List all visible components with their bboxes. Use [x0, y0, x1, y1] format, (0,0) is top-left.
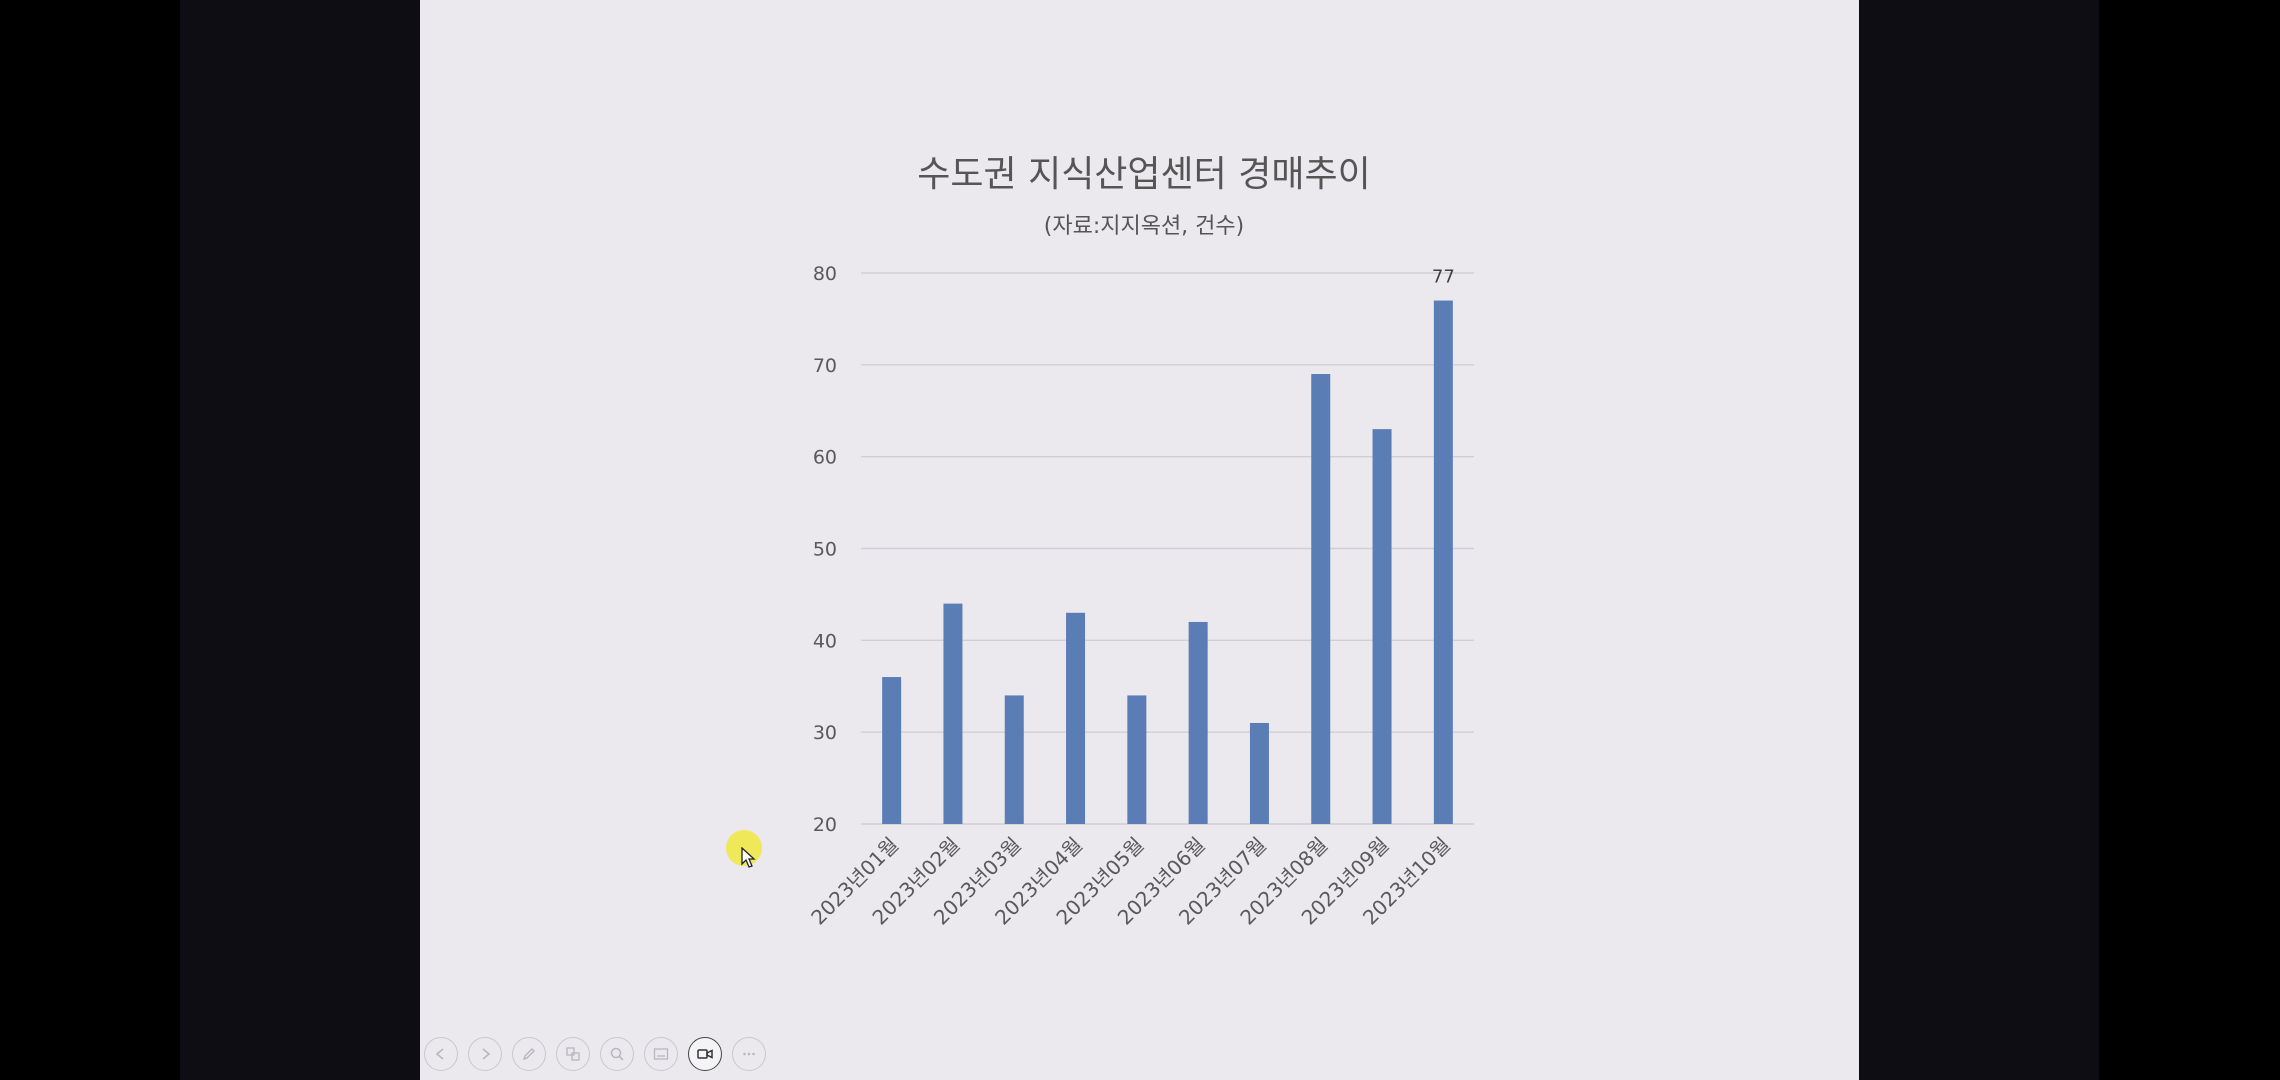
background-left — [180, 0, 420, 1080]
y-tick-label: 30 — [813, 722, 837, 744]
zoom-button[interactable] — [600, 1037, 634, 1071]
bar-3 — [1004, 695, 1024, 824]
bar-7 — [1249, 722, 1269, 824]
chart-subtitle: (자료:지지옥션, 건수) — [1044, 214, 1245, 239]
x-axis: 2023년01월2023년02월2023년03월2023년04월2023년05월… — [806, 833, 1455, 930]
mouse-cursor-icon — [741, 847, 756, 868]
bar-8 — [1311, 374, 1331, 824]
y-axis: 20 30 40 50 60 70 80 — [813, 263, 837, 836]
letterbox-left — [0, 0, 180, 1080]
data-labels: 77 — [1432, 267, 1455, 288]
next-slide-button[interactable] — [468, 1037, 502, 1071]
bar-10 — [1433, 300, 1453, 824]
letterbox-right — [2099, 0, 2280, 1080]
bar-2 — [943, 603, 963, 824]
slides-overview-button[interactable] — [556, 1037, 590, 1071]
bar-4 — [1066, 612, 1086, 824]
bar-9 — [1372, 429, 1392, 824]
bars — [882, 300, 1453, 824]
subtitles-icon — [653, 1048, 669, 1060]
y-tick-label: 80 — [813, 263, 837, 285]
gridlines — [861, 272, 1474, 825]
arrow-right-icon — [482, 1048, 491, 1060]
subtitles-button[interactable] — [644, 1037, 678, 1071]
magnifier-icon — [610, 1047, 624, 1061]
bar-1 — [882, 677, 902, 824]
y-tick-label: 70 — [813, 355, 837, 377]
background-right — [1859, 0, 2099, 1080]
bar-5 — [1127, 695, 1147, 824]
y-tick-label: 60 — [813, 447, 837, 469]
camera-button[interactable] — [688, 1037, 722, 1071]
more-options-button[interactable] — [732, 1037, 766, 1071]
y-tick-label: 40 — [813, 630, 837, 652]
bar-chart: 수도권 지식산업센터 경매추이 (자료:지지옥션, 건수) 20 30 40 50 60… — [806, 154, 1474, 930]
data-label: 77 — [1432, 267, 1455, 288]
y-tick-label: 50 — [813, 539, 837, 561]
more-icon — [743, 1052, 755, 1056]
presentation-slide: 수도권 지식산업센터 경매추이 (자료:지지옥션, 건수) 20 30 40 50 60… — [420, 0, 1859, 1080]
chart-title: 수도권 지식산업센터 경매추이 — [917, 154, 1370, 195]
arrow-left-icon — [435, 1048, 444, 1060]
slideshow-toolbar — [424, 1037, 766, 1077]
y-tick-label: 20 — [813, 814, 837, 836]
pen-tool-button[interactable] — [512, 1037, 546, 1071]
slides-icon — [566, 1047, 580, 1061]
video-camera-icon — [697, 1049, 713, 1059]
bar-6 — [1188, 621, 1208, 824]
previous-slide-button[interactable] — [424, 1037, 458, 1071]
pen-icon — [522, 1048, 535, 1061]
